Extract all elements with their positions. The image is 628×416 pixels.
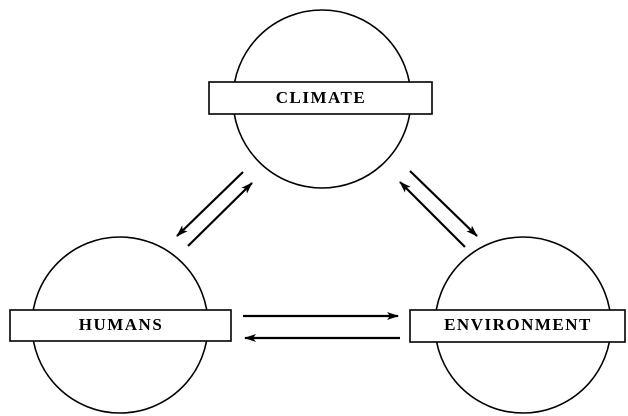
label-box <box>208 81 433 115</box>
label-box <box>409 309 626 343</box>
arrow <box>176 171 244 237</box>
arrow <box>187 182 253 247</box>
arrow <box>409 170 478 237</box>
node-label: CLIMATE <box>276 88 366 107</box>
label-box <box>9 309 232 342</box>
humans-node: HUMANS <box>9 236 232 414</box>
climate-node: CLIMATE <box>208 9 433 189</box>
environment-node: ENVIRONMENT <box>409 236 626 414</box>
node-label: ENVIRONMENT <box>444 315 592 334</box>
arrow <box>399 181 466 248</box>
node-label: HUMANS <box>79 315 164 334</box>
